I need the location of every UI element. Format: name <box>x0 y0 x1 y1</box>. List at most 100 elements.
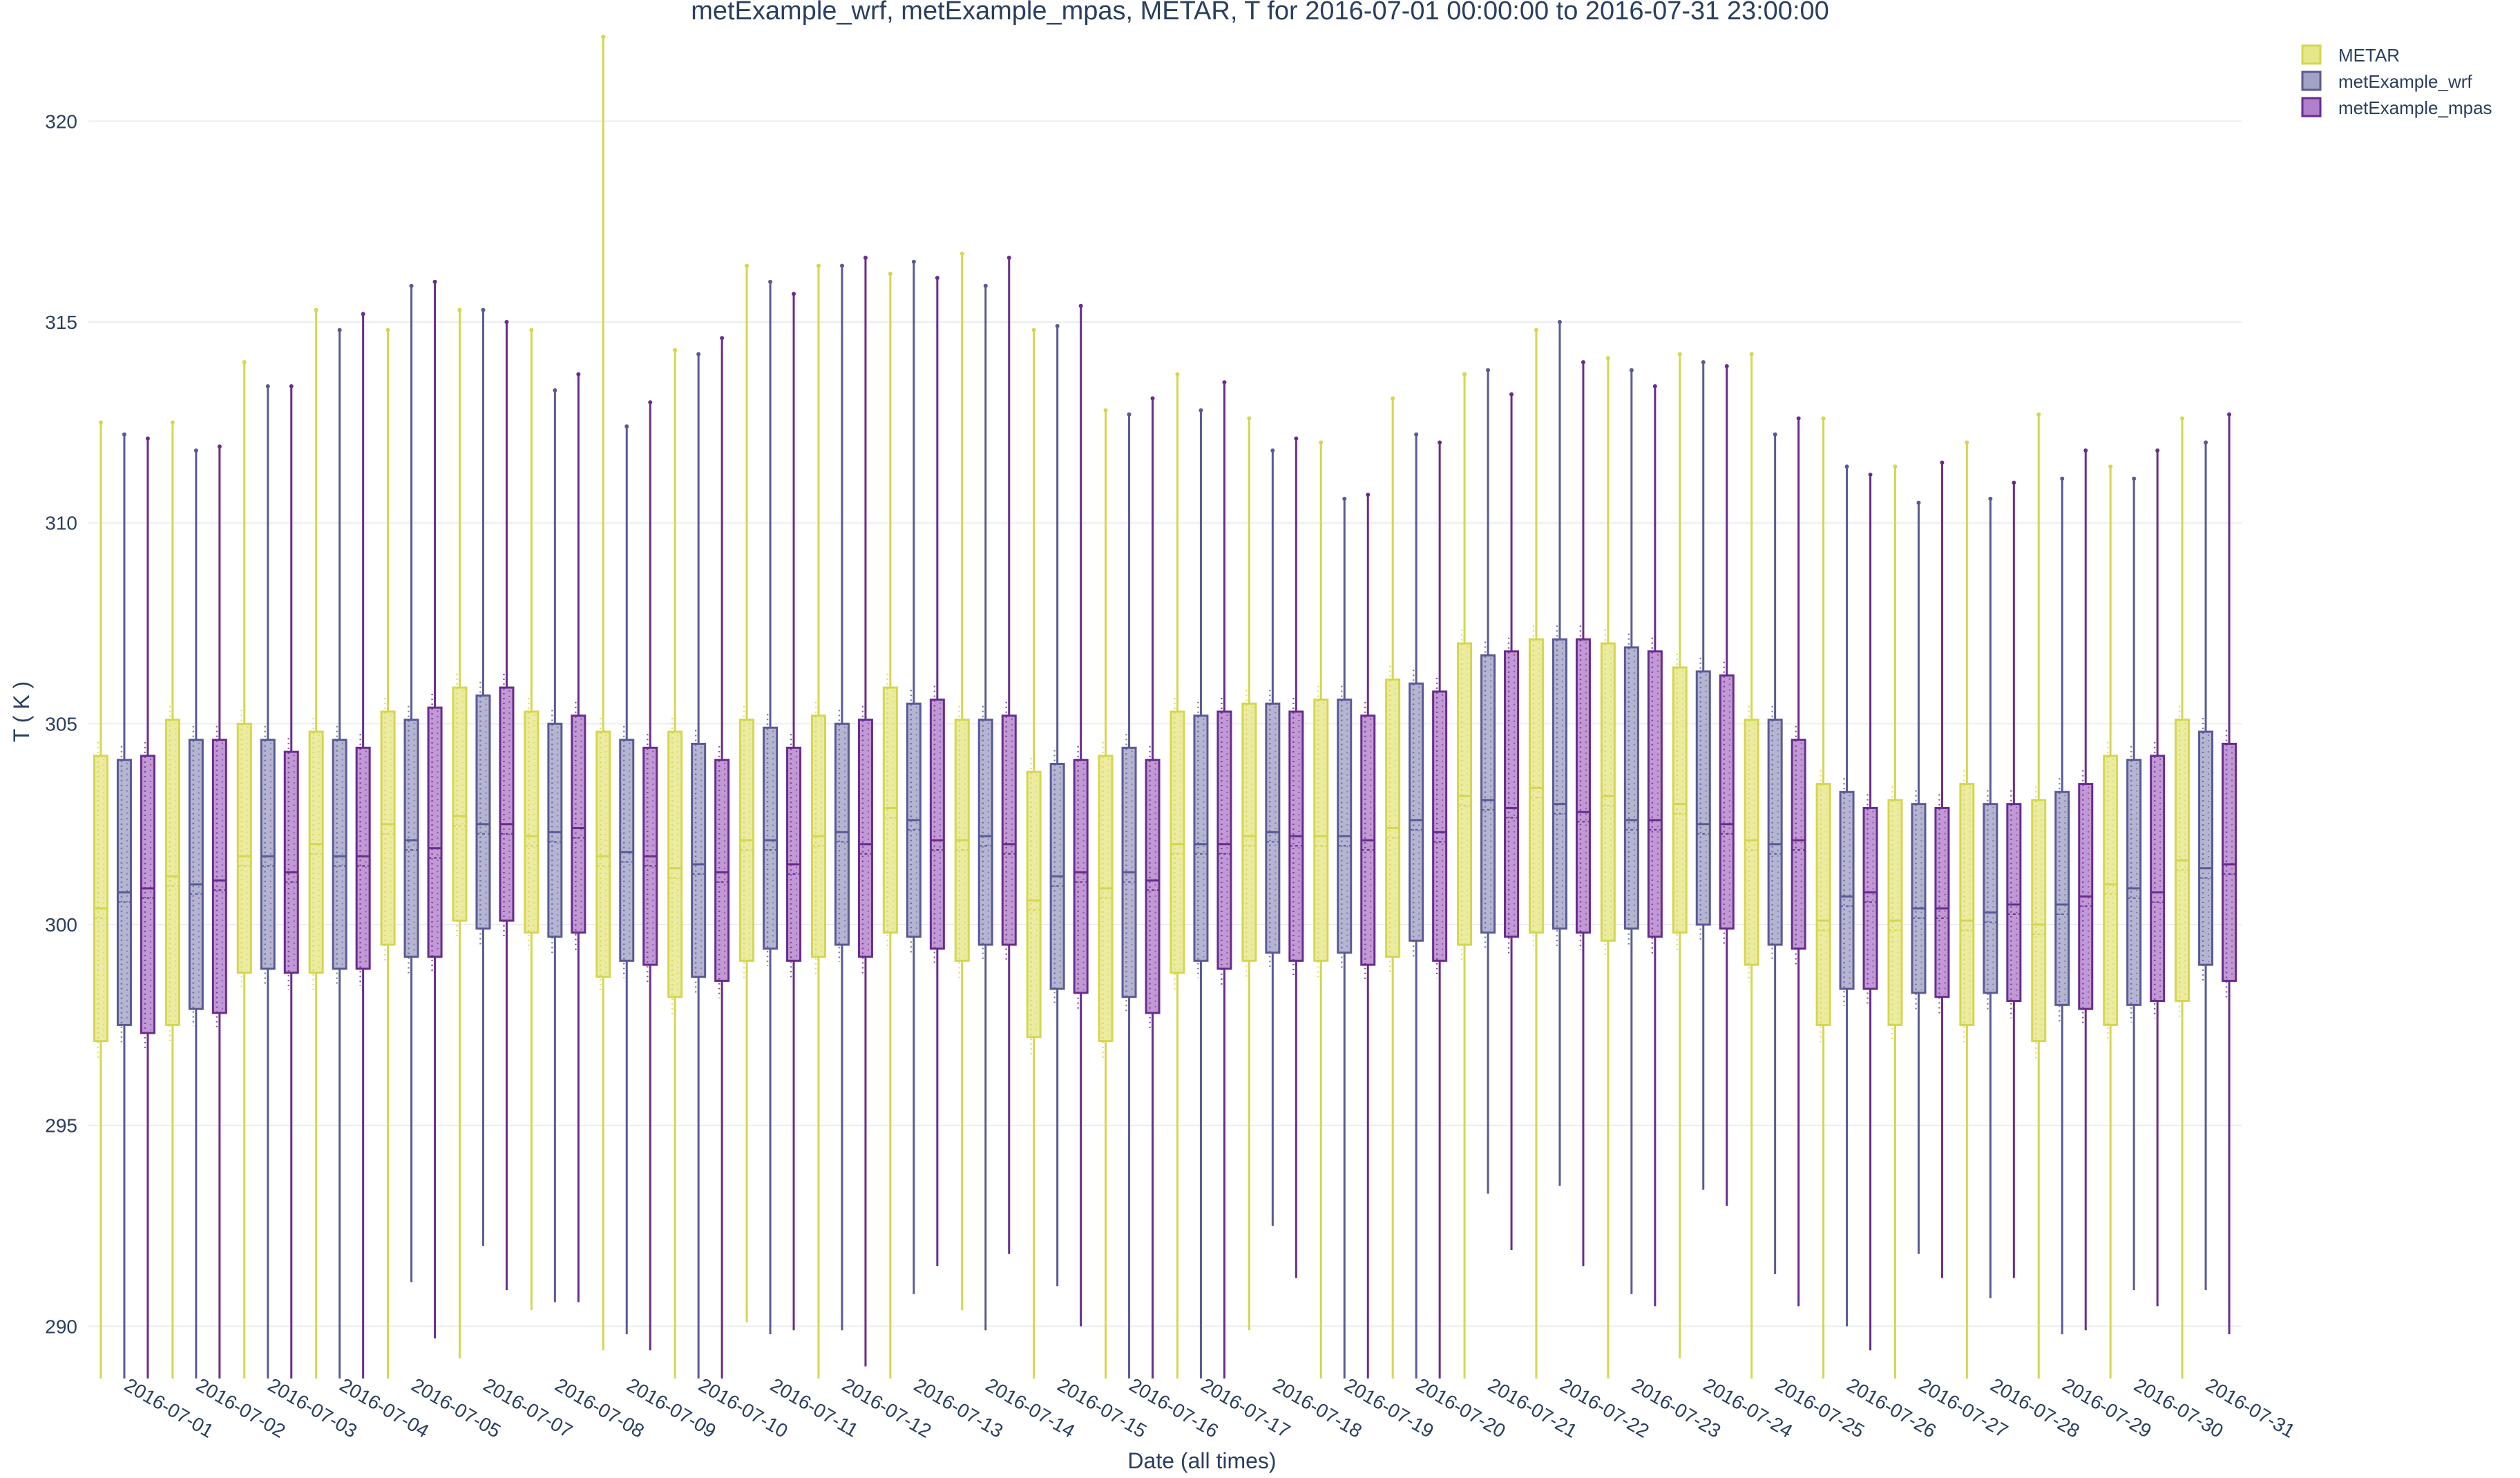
category-group[interactable] <box>1959 440 2022 1378</box>
category-group[interactable] <box>1744 352 1806 1378</box>
category-group[interactable] <box>236 360 299 1378</box>
box[interactable] <box>1959 440 1975 1378</box>
box[interactable] <box>2198 440 2214 1291</box>
category-group[interactable] <box>164 420 227 1378</box>
box[interactable] <box>1744 352 1759 1378</box>
box[interactable] <box>2103 464 2119 1378</box>
category-group[interactable] <box>1241 416 1304 1331</box>
box[interactable] <box>1049 323 1065 1287</box>
box[interactable] <box>906 259 922 1294</box>
box[interactable] <box>1983 496 1998 1298</box>
box[interactable] <box>1385 396 1401 1378</box>
box[interactable] <box>1600 356 1616 1378</box>
box[interactable] <box>1026 328 1042 1378</box>
box[interactable] <box>1528 328 1544 1378</box>
category-group[interactable] <box>2103 448 2166 1378</box>
box[interactable] <box>283 384 299 1378</box>
box[interactable] <box>571 372 586 1302</box>
box[interactable] <box>1121 412 1137 1378</box>
box[interactable] <box>1001 256 1017 1254</box>
legend[interactable]: METAR metExample_wrf metExample_mpas <box>2301 44 2492 118</box>
box[interactable] <box>1457 372 1473 1378</box>
box[interactable] <box>427 279 443 1338</box>
category-group[interactable] <box>1887 460 1950 1378</box>
category-group[interactable] <box>1600 356 1663 1378</box>
box[interactable] <box>1862 472 1878 1351</box>
category-group[interactable] <box>595 35 658 1351</box>
box[interactable] <box>332 328 347 1378</box>
box[interactable] <box>2222 412 2237 1335</box>
category-group[interactable] <box>452 307 515 1358</box>
box[interactable] <box>739 263 755 1323</box>
category-group[interactable] <box>954 252 1017 1331</box>
category-group[interactable] <box>308 307 371 1378</box>
box[interactable] <box>763 279 779 1335</box>
box[interactable] <box>1647 384 1663 1307</box>
box[interactable] <box>1265 448 1281 1226</box>
box[interactable] <box>260 384 276 1378</box>
box[interactable] <box>810 263 826 1378</box>
box[interactable] <box>164 420 180 1378</box>
category-group[interactable] <box>882 259 945 1378</box>
box[interactable] <box>499 320 515 1291</box>
box[interactable] <box>1911 500 1927 1254</box>
box[interactable] <box>211 444 227 1378</box>
box[interactable] <box>236 360 252 1378</box>
box[interactable] <box>667 348 683 1378</box>
box[interactable] <box>691 352 707 1378</box>
category-group[interactable] <box>739 263 802 1335</box>
box[interactable] <box>93 420 108 1378</box>
box[interactable] <box>882 272 898 1378</box>
box[interactable] <box>1623 368 1639 1294</box>
box[interactable] <box>1170 372 1185 1378</box>
category-group[interactable] <box>1170 372 1232 1378</box>
box[interactable] <box>786 292 802 1331</box>
box[interactable] <box>2078 448 2094 1331</box>
box[interactable] <box>1815 416 1831 1378</box>
box[interactable] <box>1552 320 1567 1186</box>
box[interactable] <box>1767 432 1783 1274</box>
box[interactable] <box>954 252 970 1311</box>
box[interactable] <box>140 436 155 1378</box>
box[interactable] <box>1337 496 1353 1378</box>
category-group[interactable] <box>1457 368 1520 1378</box>
category-group[interactable] <box>810 256 873 1378</box>
category-group[interactable] <box>1672 352 1735 1358</box>
category-group[interactable] <box>1528 320 1591 1378</box>
box[interactable] <box>380 328 396 1378</box>
category-group[interactable] <box>667 336 730 1378</box>
box[interactable] <box>1672 352 1688 1358</box>
box[interactable] <box>547 388 563 1302</box>
box[interactable] <box>2006 480 2022 1278</box>
box[interactable] <box>977 283 993 1331</box>
box[interactable] <box>403 283 419 1282</box>
box[interactable] <box>1193 408 1209 1378</box>
box[interactable] <box>308 307 324 1378</box>
box[interactable] <box>642 400 658 1351</box>
box[interactable] <box>355 312 371 1378</box>
box[interactable] <box>1313 440 1329 1378</box>
category-group[interactable] <box>380 279 443 1378</box>
box[interactable] <box>188 448 204 1378</box>
category-group[interactable] <box>93 420 155 1378</box>
category-group[interactable] <box>2031 412 2094 1378</box>
box[interactable] <box>2054 476 2070 1335</box>
box[interactable] <box>929 276 945 1267</box>
box[interactable] <box>475 307 491 1247</box>
box[interactable] <box>524 328 540 1311</box>
category-group[interactable] <box>1815 416 1878 1378</box>
box[interactable] <box>1934 460 1950 1278</box>
category-group[interactable] <box>524 328 586 1311</box>
box[interactable] <box>1073 303 1089 1327</box>
category-group[interactable] <box>1385 396 1448 1378</box>
box[interactable] <box>2031 412 2047 1378</box>
box[interactable] <box>1360 493 1376 1378</box>
box[interactable] <box>1480 368 1496 1194</box>
box[interactable] <box>2126 476 2142 1291</box>
box[interactable] <box>1288 436 1304 1278</box>
box[interactable] <box>452 307 468 1358</box>
box[interactable] <box>857 256 873 1367</box>
legend-item[interactable]: metExample_mpas <box>2301 97 2492 118</box>
box[interactable] <box>1504 392 1520 1250</box>
box[interactable] <box>1791 416 1806 1307</box>
